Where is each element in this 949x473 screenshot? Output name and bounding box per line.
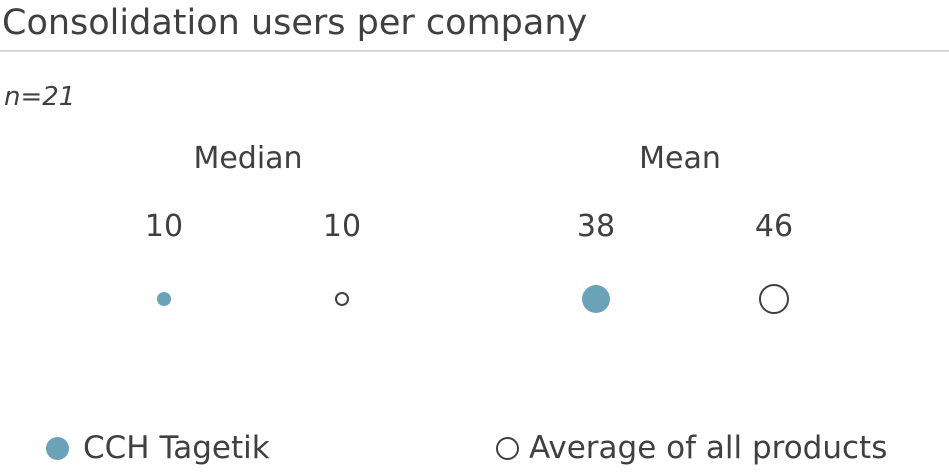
data-label-mean-series-0: 38 (576, 209, 616, 244)
legend-item-cch-tagetik: CCH Tagetik (46, 428, 270, 468)
sample-size-note: n=21 (4, 82, 76, 112)
bubble-mean-series-0 (582, 285, 610, 313)
bubble-mean-series-1 (758, 283, 790, 315)
data-label-median-series-1: 10 (322, 209, 362, 244)
bubble-median-series-0 (156, 291, 172, 307)
group-label-median: Median (193, 141, 303, 176)
bubble-median-series-1 (334, 291, 350, 307)
legend-filled-circle-icon (46, 436, 69, 460)
legend-hollow-circle-icon (496, 436, 519, 460)
legend-label: Average of all products (529, 430, 888, 466)
data-label-median-series-0: 10 (144, 209, 184, 244)
legend-label: CCH Tagetik (83, 430, 270, 466)
chart-title: Consolidation users per company (2, 3, 588, 43)
legend-item-average-of-all-products: Average of all products (496, 428, 887, 468)
data-label-mean-series-1: 46 (754, 209, 794, 244)
group-label-mean: Mean (639, 141, 721, 176)
title-divider (0, 50, 949, 52)
